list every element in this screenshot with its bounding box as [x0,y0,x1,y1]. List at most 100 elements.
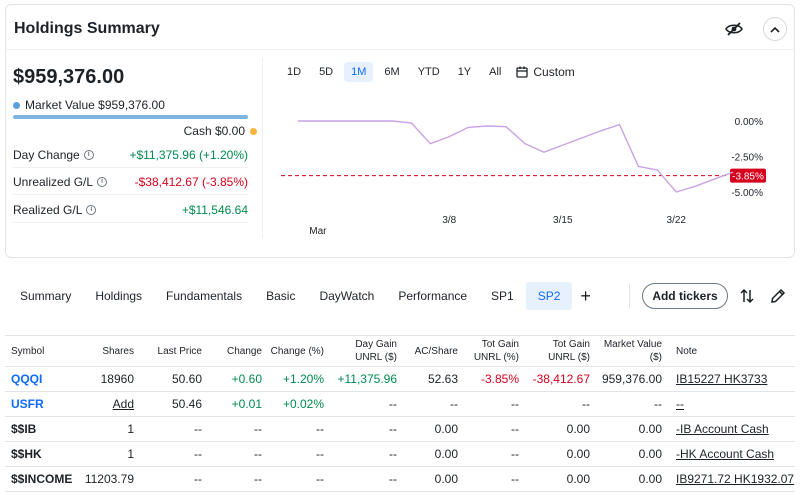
symbol-cell: $$HK [11,447,42,461]
info-icon[interactable]: i [97,176,108,187]
stat-value: -$38,412.67 (-3.85%) [134,174,248,189]
stat-value: +$11,546.64 [181,202,248,217]
tab-sp1[interactable]: SP1 [491,289,514,303]
tab-sp2[interactable]: SP2 [525,282,573,310]
reference-label: -3.85% [732,172,764,183]
cash-label: Cash $0.00 [183,124,245,138]
y-tick-label: -5.00% [731,188,763,199]
market-value-bar [13,115,248,119]
tab-basic[interactable]: Basic [266,289,296,303]
last-price-cell: 50.46 [171,397,202,411]
tot-gain-pct-cell: -- [511,422,519,436]
holdings-summary-card: Holdings Summary [5,4,795,258]
header-shares[interactable]: Shares [102,345,134,357]
symbol-cell: $$INCOME [11,472,73,486]
custom-label: Custom [533,65,575,79]
add-shares-link[interactable]: Add [112,397,134,411]
info-icon[interactable]: i [83,149,94,160]
change-pct-cell: -- [316,422,324,436]
range-1d[interactable]: 1D [287,66,302,78]
range-1m[interactable]: 1M [344,62,374,82]
header-tot-gain-pct[interactable]: Tot Gain UNRL (%) [473,339,519,363]
change-cell: -- [254,447,262,461]
chevron-up-icon [770,26,780,33]
info-icon[interactable]: i [86,204,97,215]
cash-dot [250,127,257,135]
range-all[interactable]: All [489,66,502,78]
header-tot-gain-usd[interactable]: Tot Gain UNRL ($) [548,339,590,363]
change-cell: -- [254,422,262,436]
summary-divider [262,58,263,238]
edit-pencil-icon[interactable] [769,287,787,305]
note-cell[interactable]: -HK Account Cash [676,447,775,461]
x-tick-label: 3/22 [667,215,687,226]
stat-label: Unrealized G/L [13,174,94,189]
stat-label: Realized G/L [13,202,83,217]
table-row: USFR Add 50.46 +0.01 +0.02% -- -- -- -- … [5,392,795,417]
holdings-table: Symbol Shares Last Price Change Change (… [5,335,795,492]
table-row: $$INCOME 11203.79 -- -- -- -- 0.00 -- 0.… [5,467,795,492]
shares-cell: 1 [127,422,134,436]
shares-cell: 11203.79 [84,472,134,486]
range-ytd[interactable]: YTD [417,66,440,78]
tot-gain-usd-cell: 0.00 [566,472,590,486]
change-cell: +0.01 [231,397,262,411]
collapse-button[interactable] [763,17,787,41]
market-value-legend: Market Value $959,376.00 [13,98,165,112]
symbol-link[interactable]: QQQI [11,372,43,386]
header-ac-share[interactable]: AC/Share [414,345,458,357]
note-cell[interactable]: -- [676,397,684,411]
hide-values-icon[interactable] [724,19,744,39]
day-gain-cell: -- [389,447,397,461]
market-value-cell: 0.00 [638,422,662,436]
y-tick-label: 0.00% [735,117,763,128]
last-price-cell: -- [194,422,202,436]
tot-gain-usd-cell: 0.00 [566,447,590,461]
calendar-icon [516,66,529,78]
y-tick-label: -2.50% [731,153,763,164]
range-selector: 1D 5D 1M 6M YTD 1Y All Custom [280,62,575,82]
series-line [298,120,734,193]
range-5d[interactable]: 5D [319,66,334,78]
tab-performance[interactable]: Performance [398,289,468,303]
ac-share-cell: 0.00 [434,422,458,436]
range-1y[interactable]: 1Y [457,66,472,78]
header-day-gain[interactable]: Day Gain UNRL ($) [355,339,397,363]
note-cell[interactable]: -IB Account Cash [676,422,769,436]
reference-badge [730,168,766,183]
header-market-value[interactable]: Market Value ($) [603,339,662,363]
add-tickers-button[interactable]: Add tickers [642,283,728,309]
view-tabs: Summary Holdings Fundamentals Basic DayW… [8,282,599,310]
stat-realized-gl: Realized G/L i +$11,546.64 [13,197,248,223]
tot-gain-pct-cell: -- [511,472,519,486]
sort-icon[interactable] [739,287,755,305]
tot-gain-pct-cell: -- [511,397,519,411]
tab-summary[interactable]: Summary [20,289,72,303]
stat-day-change: Day Change i +$11,375.96 (+1.20%) [13,142,248,168]
total-value: $959,376.00 [13,66,125,88]
tab-fundamentals[interactable]: Fundamentals [166,289,243,303]
table-header: Symbol Shares Last Price Change Change (… [5,336,795,367]
change-pct-cell: +0.02% [282,397,324,411]
day-gain-cell: -- [389,472,397,486]
symbol-cell: $$IB [11,422,37,436]
range-6m[interactable]: 6M [384,66,400,78]
header-note[interactable]: Note [676,345,698,357]
tab-holdings[interactable]: Holdings [95,289,143,303]
note-cell[interactable]: IB9271.72 HK1932.07 [676,472,795,486]
market-value-cell: 959,376.00 [601,372,662,386]
header-change-pct[interactable]: Change (%) [270,345,324,357]
header-change[interactable]: Change [226,345,262,357]
change-cell: +0.60 [231,372,262,386]
header-last-price[interactable]: Last Price [157,345,202,357]
tot-gain-usd-cell: 0.00 [566,422,590,436]
custom-range-button[interactable]: Custom [516,65,575,79]
tab-daywatch[interactable]: DayWatch [319,289,375,303]
change-pct-cell: -- [316,447,324,461]
symbol-link[interactable]: USFR [11,397,44,411]
add-view-button[interactable]: + [580,285,591,306]
tabs-divider [629,284,630,308]
last-price-cell: -- [194,447,202,461]
note-cell[interactable]: IB15227 HK3733 [676,372,768,386]
header-symbol[interactable]: Symbol [11,345,45,357]
